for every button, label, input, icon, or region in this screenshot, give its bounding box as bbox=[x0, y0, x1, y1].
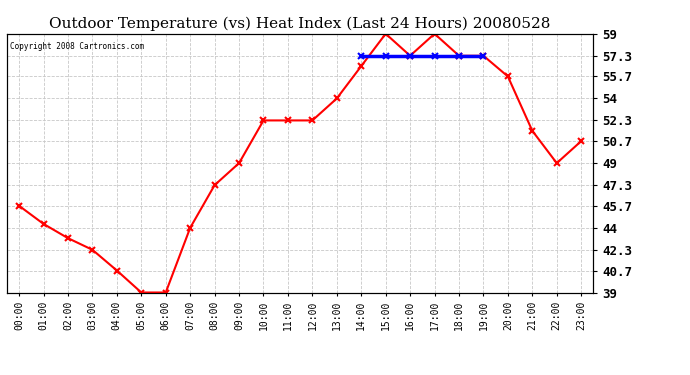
Text: Copyright 2008 Cartronics.com: Copyright 2008 Cartronics.com bbox=[10, 42, 144, 51]
Title: Outdoor Temperature (vs) Heat Index (Last 24 Hours) 20080528: Outdoor Temperature (vs) Heat Index (Las… bbox=[50, 17, 551, 31]
